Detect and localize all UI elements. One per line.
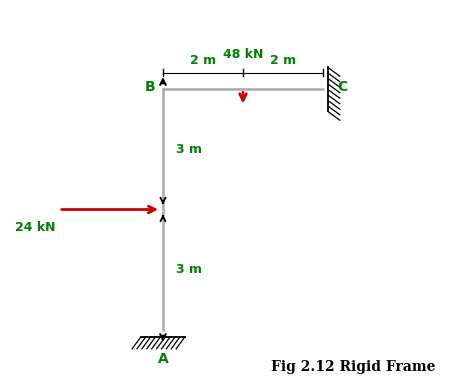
Text: 48 kN: 48 kN [223, 48, 263, 61]
Text: C: C [337, 81, 347, 95]
Text: A: A [157, 352, 168, 366]
Text: 2 m: 2 m [270, 54, 296, 67]
Text: Fig 2.12 Rigid Frame: Fig 2.12 Rigid Frame [271, 360, 435, 374]
Text: 24 kN: 24 kN [15, 221, 56, 234]
Text: 3 m: 3 m [176, 263, 202, 276]
Text: B: B [144, 81, 155, 95]
Text: 2 m: 2 m [190, 54, 216, 67]
Text: 3 m: 3 m [176, 143, 202, 156]
